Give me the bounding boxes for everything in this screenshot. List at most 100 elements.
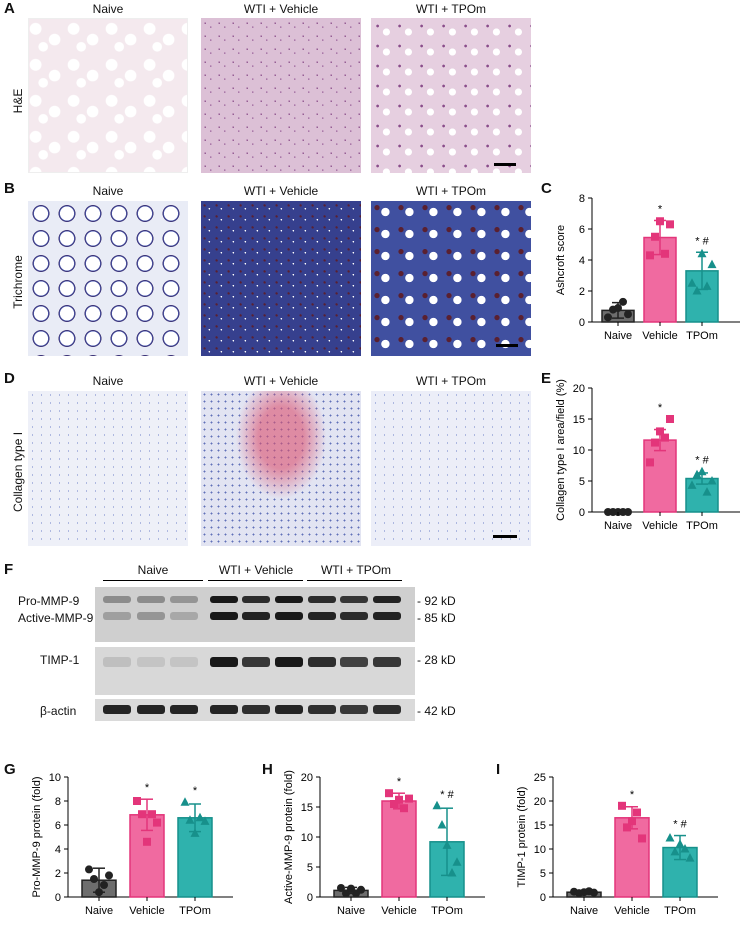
blot-group-line-tpom xyxy=(307,580,402,581)
blot-label-active-mmp9: Active-MMP-9 xyxy=(18,611,94,625)
y-tick-label: 5 xyxy=(540,868,546,880)
x-tick-label: TPOm xyxy=(686,520,718,532)
data-point xyxy=(623,823,631,832)
data-point xyxy=(624,508,632,516)
blot-band xyxy=(308,657,336,667)
blot-kd-92: - 92 kD xyxy=(417,594,456,608)
micrograph-trichrome-naive xyxy=(28,201,188,356)
y-tick-label: 15 xyxy=(573,414,585,426)
bar-vehicle xyxy=(381,800,417,898)
y-tick-label: 0 xyxy=(540,892,546,904)
title-d-naive: Naive xyxy=(92,374,124,388)
blot-band xyxy=(242,705,270,714)
y-axis-label: Ashcroft score xyxy=(555,225,567,295)
data-point xyxy=(697,248,707,258)
x-tick-label: Naive xyxy=(85,905,113,917)
data-point xyxy=(342,889,350,898)
panel-label-i: I xyxy=(496,761,501,778)
significance-annotation: * xyxy=(630,789,635,801)
data-point xyxy=(133,797,141,805)
y-tick-label: 5 xyxy=(579,476,585,488)
data-point xyxy=(90,875,98,883)
blot-band xyxy=(242,596,270,603)
y-axis-label: TIMP-1 protein (fold) xyxy=(516,787,528,888)
y-axis-label: Active-MMP-9 protein (fold) xyxy=(283,770,295,904)
data-point xyxy=(100,881,108,889)
x-tick-label: Naive xyxy=(570,905,598,917)
data-point xyxy=(666,415,674,423)
data-point xyxy=(666,220,674,229)
data-point xyxy=(665,832,675,842)
data-point xyxy=(697,466,707,476)
data-point xyxy=(618,801,626,810)
data-point xyxy=(85,865,93,874)
blot-band xyxy=(170,657,198,667)
significance-annotation: * xyxy=(658,402,663,414)
blot-band xyxy=(373,596,401,603)
data-point xyxy=(661,433,669,442)
y-tick-label: 20 xyxy=(534,796,546,808)
blot-band xyxy=(103,705,131,714)
x-tick-label: Vehicle xyxy=(381,905,416,917)
data-point xyxy=(624,310,632,319)
data-point xyxy=(357,885,365,894)
blot-band xyxy=(137,612,165,620)
blot-kd-85: - 85 kD xyxy=(417,611,456,625)
data-point xyxy=(675,839,685,848)
blot-band xyxy=(137,596,165,603)
title-d-tpom: WTI + TPOm xyxy=(415,374,487,388)
panel-label-c: C xyxy=(541,180,552,197)
chart-ashcroft-score: 0 2 4 6 8 Ashcroft score Naive Vehicle * TPOm * # xyxy=(555,193,740,342)
data-point xyxy=(646,251,654,260)
title-a-tpom: WTI + TPOm xyxy=(415,2,487,16)
data-point xyxy=(105,871,113,880)
blot-band xyxy=(373,657,401,667)
blot-group-line-vehicle xyxy=(208,580,303,581)
data-point xyxy=(390,800,398,808)
data-point xyxy=(702,281,712,290)
blot-band xyxy=(137,705,165,714)
significance-annotation: * xyxy=(658,203,663,215)
blot-band xyxy=(103,657,131,667)
x-tick-label: Vehicle xyxy=(129,905,164,917)
data-point xyxy=(651,232,659,241)
data-point xyxy=(437,820,447,829)
data-point xyxy=(432,800,442,810)
blot-timp1 xyxy=(95,647,415,695)
data-point xyxy=(337,884,345,892)
blot-band xyxy=(170,596,198,603)
panel-label-h: H xyxy=(262,761,273,778)
y-tick-label: 6 xyxy=(55,820,61,832)
x-tick-label: Naive xyxy=(337,905,365,917)
y-tick-label: 15 xyxy=(534,820,546,832)
blot-band xyxy=(210,596,238,603)
row-label-trichrome: Trichrome xyxy=(11,255,25,309)
y-tick-label: 6 xyxy=(579,224,585,236)
title-a-naive: Naive xyxy=(92,2,124,16)
y-tick-label: 10 xyxy=(49,772,61,784)
x-tick-label: Vehicle xyxy=(642,330,677,342)
micrograph-he-naive xyxy=(28,18,188,173)
y-tick-label: 2 xyxy=(55,868,61,880)
x-tick-label: TPOm xyxy=(664,905,696,917)
data-point xyxy=(687,278,697,287)
blot-band xyxy=(308,612,336,620)
x-tick-label: Vehicle xyxy=(614,905,649,917)
scale-bar-a xyxy=(494,163,516,166)
blot-band xyxy=(242,657,270,667)
blot-group-line-naive xyxy=(103,580,203,581)
blot-label-pro-mmp9: Pro-MMP-9 xyxy=(18,594,80,608)
y-tick-label: 15 xyxy=(301,802,313,814)
blot-label-actin: β-actin xyxy=(40,704,77,718)
data-point xyxy=(707,259,717,269)
data-point xyxy=(153,818,161,827)
y-tick-label: 8 xyxy=(579,193,585,205)
x-tick-label: Vehicle xyxy=(642,520,677,532)
y-tick-label: 0 xyxy=(579,507,585,519)
data-point xyxy=(590,888,598,897)
data-point xyxy=(190,828,200,837)
y-axis-label: Collagen type I area/field (%) xyxy=(555,379,567,521)
chart-collagen-area: 0 5 10 15 20 Collagen type I area/field (%) Na… xyxy=(555,379,740,532)
data-point xyxy=(670,846,680,856)
chart-active-mmp9: 0 5 10 15 20 Active-MMP-9 protein (fold) Naive… xyxy=(283,770,485,917)
